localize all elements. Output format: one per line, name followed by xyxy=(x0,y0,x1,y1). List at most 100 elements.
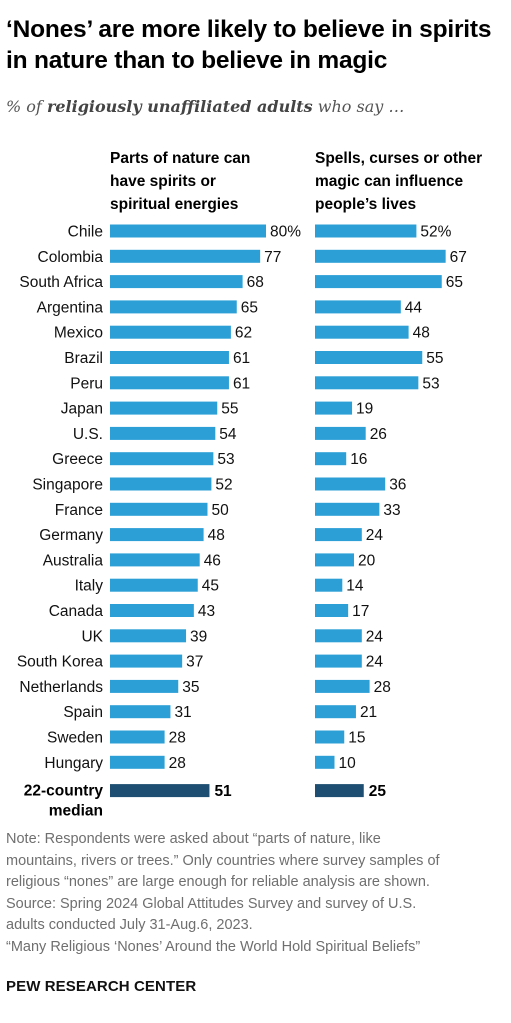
median-value-label: 25 xyxy=(369,783,387,800)
bar xyxy=(110,351,229,364)
value-label: 68 xyxy=(247,274,264,291)
value-label: 28 xyxy=(169,730,186,747)
bar xyxy=(110,730,165,744)
value-label: 61 xyxy=(233,350,250,367)
value-label: 52 xyxy=(215,477,232,494)
value-label: 48 xyxy=(413,325,430,342)
note-line: Source: Spring 2024 Global Attitudes Sur… xyxy=(6,895,417,912)
country-label: Germany xyxy=(39,527,103,544)
bar xyxy=(110,275,243,289)
subtitle-emphasis: religiously unaffiliated adults xyxy=(46,97,313,116)
country-label: South Africa xyxy=(19,274,103,291)
note-line: mountains, rivers or trees.” Only countr… xyxy=(6,852,440,869)
value-label: 52% xyxy=(420,224,451,241)
median-label-line: median xyxy=(49,803,103,820)
value-label: 53 xyxy=(422,375,439,392)
bar xyxy=(315,730,345,744)
bar xyxy=(110,629,187,643)
bar xyxy=(110,249,261,263)
country-label: Chile xyxy=(68,224,103,241)
bar xyxy=(110,755,165,769)
country-label: U.S. xyxy=(73,426,103,443)
value-label: 17 xyxy=(352,603,369,620)
bar xyxy=(315,300,401,314)
series-header-line: Parts of nature can xyxy=(110,150,250,167)
value-label: 65 xyxy=(241,299,258,316)
value-label: 65 xyxy=(446,274,463,291)
bar xyxy=(315,426,366,440)
bar xyxy=(110,477,212,491)
note-line: religious “nones” are large enough for r… xyxy=(6,874,430,890)
country-label: Argentina xyxy=(37,299,104,316)
value-label: 35 xyxy=(182,679,199,696)
bar xyxy=(315,224,417,238)
bar xyxy=(110,705,171,719)
value-label: 19 xyxy=(356,401,373,418)
country-label: Netherlands xyxy=(19,679,103,696)
value-label: 46 xyxy=(204,552,221,569)
country-label: Colombia xyxy=(38,249,104,266)
bar xyxy=(315,578,343,592)
bar xyxy=(315,553,354,567)
value-label: 31 xyxy=(174,704,191,721)
note-line: Note: Respondents were asked about “part… xyxy=(6,831,381,847)
value-label: 53 xyxy=(217,451,234,468)
subtitle-prefix: % of xyxy=(6,97,47,116)
bar xyxy=(110,401,218,415)
value-label: 54 xyxy=(219,426,237,443)
bar xyxy=(110,654,183,668)
bar xyxy=(315,376,419,390)
value-label: 77 xyxy=(264,249,281,266)
bar xyxy=(110,300,237,314)
value-label: 44 xyxy=(405,299,423,316)
bar xyxy=(315,629,362,643)
bar xyxy=(110,502,208,516)
bar xyxy=(110,604,194,617)
bar xyxy=(110,528,204,542)
value-label: 48 xyxy=(208,527,225,544)
value-label: 67 xyxy=(450,249,467,266)
series-header-line: magic can influence xyxy=(315,173,464,190)
country-label: Sweden xyxy=(47,730,103,747)
country-label: Greece xyxy=(52,451,103,468)
value-label: 10 xyxy=(339,755,357,772)
chart-subtitle: % of religiously unaffiliated adults who… xyxy=(6,97,506,116)
value-label: 14 xyxy=(346,578,364,595)
country-label: Canada xyxy=(49,603,104,620)
country-label: UK xyxy=(81,628,103,645)
value-label: 24 xyxy=(366,628,384,645)
bar xyxy=(315,249,446,263)
bar xyxy=(315,679,370,693)
value-label: 24 xyxy=(366,654,384,671)
bar xyxy=(315,275,442,289)
value-label: 55 xyxy=(426,350,443,367)
bar xyxy=(315,452,347,466)
note-line: adults conducted July 31-Aug.6, 2023. xyxy=(6,917,253,933)
country-label: France xyxy=(55,502,103,519)
country-label: Australia xyxy=(43,552,104,569)
bar xyxy=(315,325,409,339)
value-label: 62 xyxy=(235,325,252,342)
value-label: 21 xyxy=(360,704,377,721)
bar xyxy=(110,578,198,592)
bar xyxy=(315,755,335,769)
country-label: Hungary xyxy=(44,755,103,772)
notes: Note: Respondents were asked about “part… xyxy=(6,829,506,958)
value-label: 39 xyxy=(190,628,207,645)
bar xyxy=(110,426,216,440)
country-label: Singapore xyxy=(32,477,103,494)
bar-chart: Parts of nature can have spirits or spirit… xyxy=(17,150,482,820)
bar xyxy=(315,401,353,415)
value-label: 36 xyxy=(389,477,406,494)
value-label: 61 xyxy=(233,375,250,392)
bar xyxy=(110,325,231,339)
value-label: 24 xyxy=(366,527,384,544)
bar xyxy=(315,528,362,542)
bar xyxy=(315,477,386,491)
value-label: 28 xyxy=(374,679,391,696)
median-bar xyxy=(315,784,364,798)
value-label: 50 xyxy=(212,502,230,519)
median-bar xyxy=(110,784,210,798)
median-label-line: 22-country xyxy=(24,783,104,800)
chart-title: ‘Nones’ are more likely to believe in sp… xyxy=(6,16,492,74)
